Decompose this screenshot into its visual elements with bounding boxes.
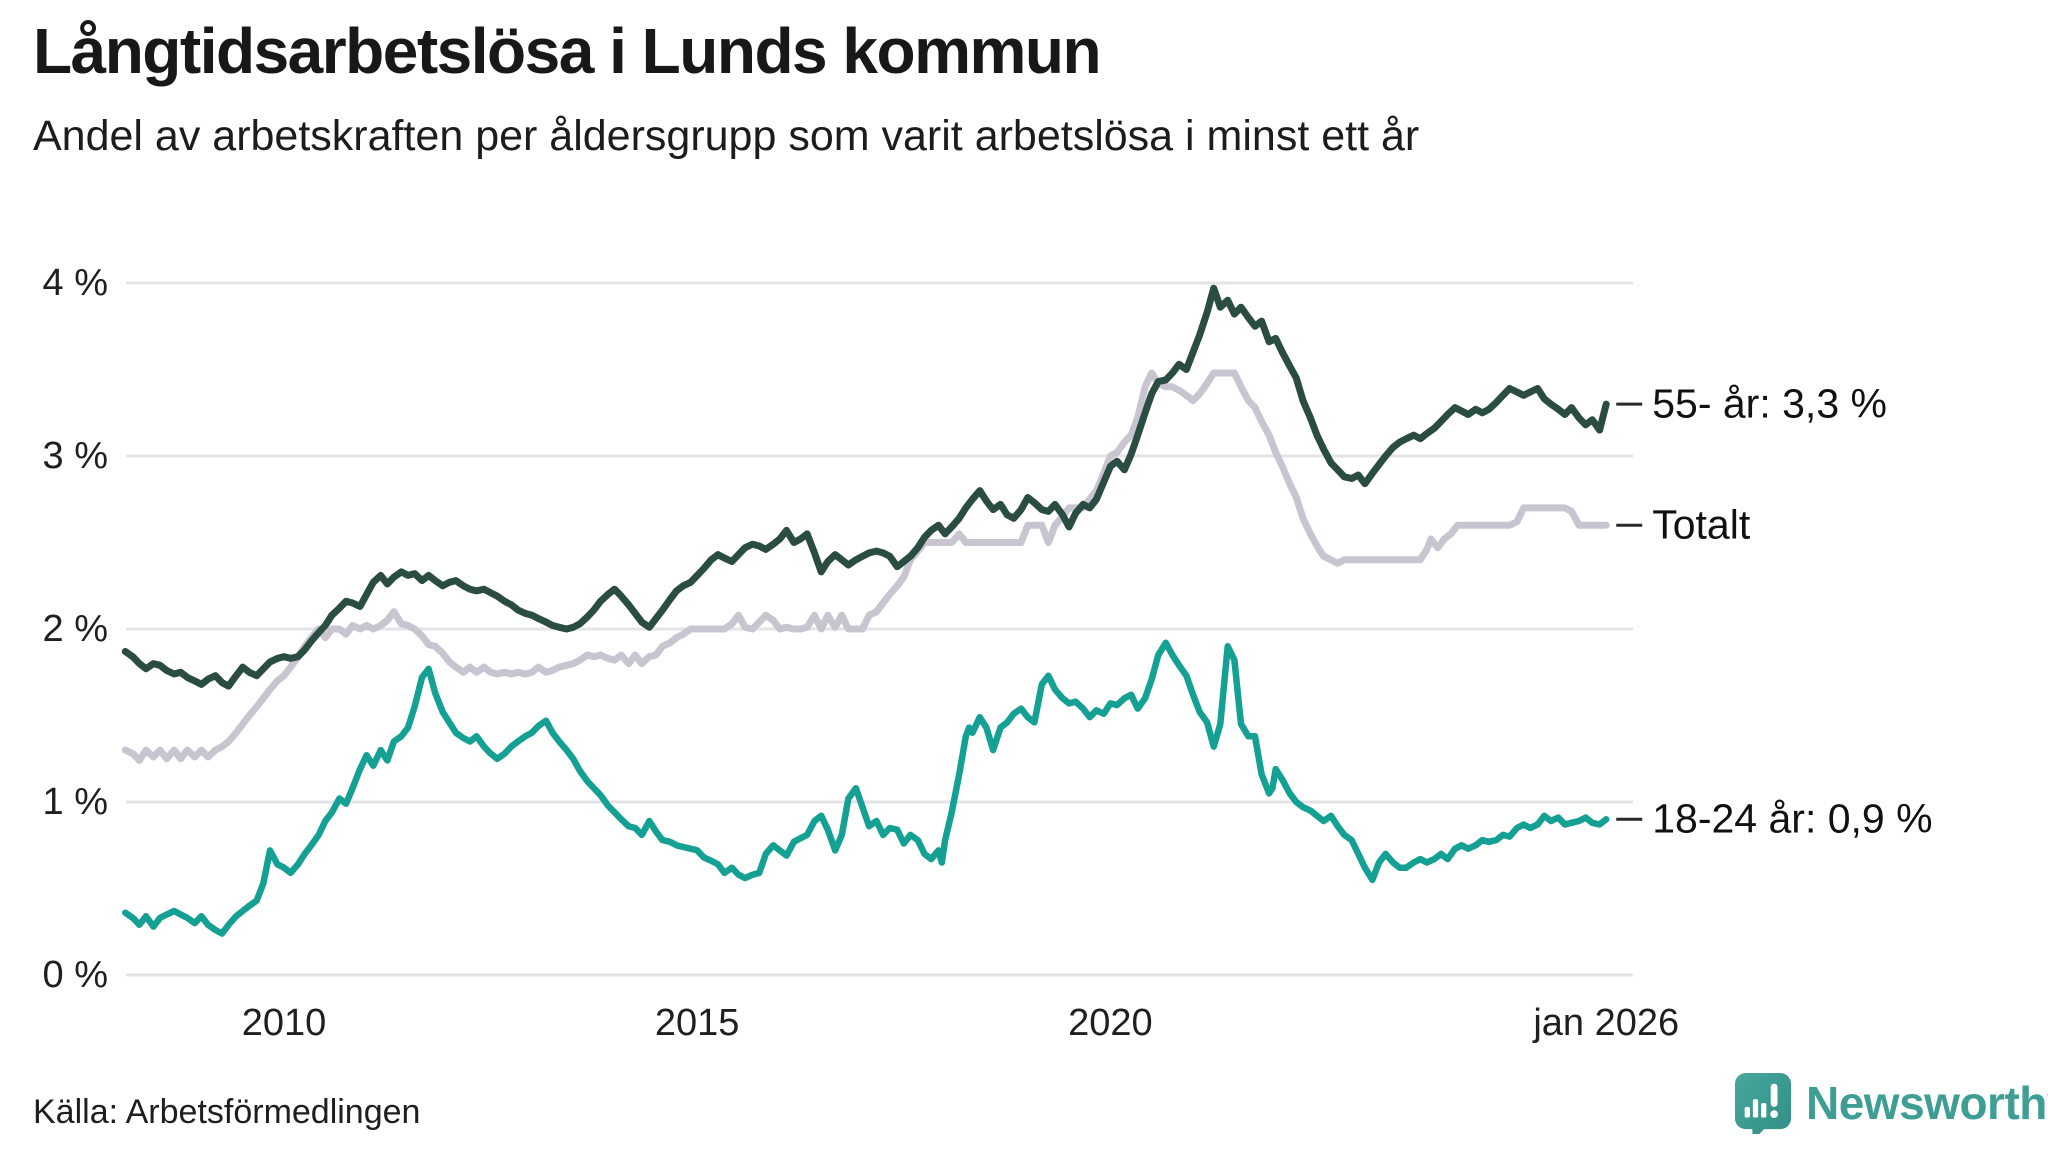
series-line-55-r	[121, 284, 1610, 690]
chart-subtitle: Andel av arbetskraften per åldersgrupp s…	[33, 112, 1420, 160]
series-label-18-24-ar: 18-24 år: 0,9 %	[1652, 795, 1933, 842]
x-tick-label: jan 2026	[1533, 1002, 1680, 1044]
series-label-55-ar: 55- år: 3,3 %	[1652, 380, 1887, 427]
y-tick-label: 2 %	[42, 608, 108, 650]
series-line-totalt	[121, 369, 1610, 764]
y-tick-label: 1 %	[42, 781, 108, 823]
x-tick-label: 2010	[241, 1002, 327, 1044]
series-label-totalt: Totalt	[1652, 501, 1751, 548]
y-tick-label: 0 %	[42, 954, 108, 996]
y-tick-label: 4 %	[42, 262, 108, 304]
x-tick-label: 2020	[1068, 1002, 1153, 1044]
y-tick-label: 3 %	[42, 435, 108, 477]
page-title: Långtidsarbetslösa i Lunds kommun	[33, 15, 1102, 87]
series-line-18-24-r	[122, 639, 1610, 937]
newsworthy-logo[interactable]: Newsworthy	[1734, 1072, 2048, 1134]
newsworthy-wordmark: Newsworthy	[1806, 1077, 2048, 1129]
x-tick-label: 2015	[654, 1002, 740, 1044]
newsworthy-logo-icon	[1734, 1072, 1792, 1134]
source-note: Källa: Arbetsförmedlingen	[33, 1093, 421, 1131]
